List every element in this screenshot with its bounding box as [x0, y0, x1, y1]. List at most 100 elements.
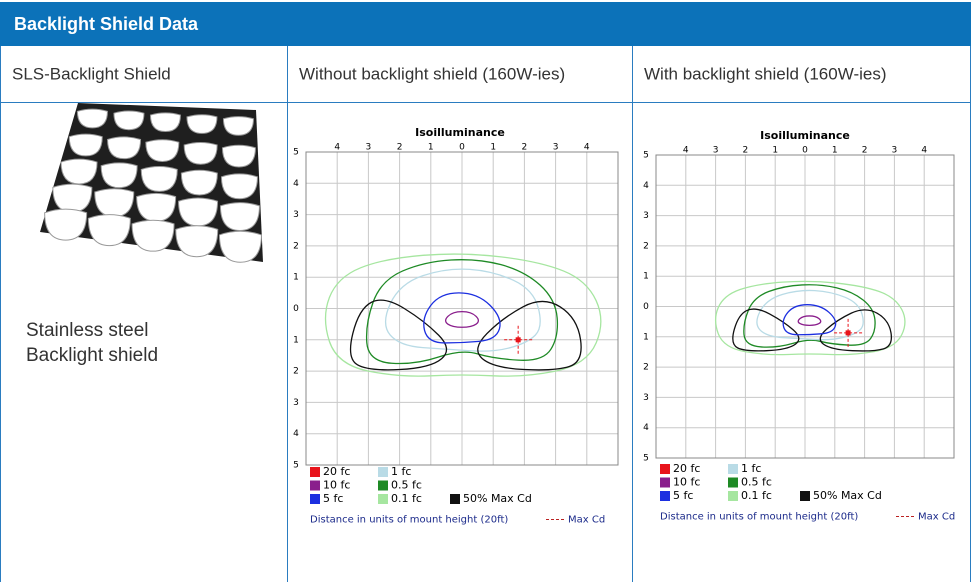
shield-hole: [87, 214, 131, 247]
max-cd-marker: [845, 330, 851, 336]
x-label: 2: [743, 146, 749, 156]
contour: [714, 280, 906, 356]
x-label: 3: [366, 143, 372, 153]
y-label: 2: [643, 241, 649, 251]
column-header: SLS-Backlight Shield: [12, 64, 171, 83]
legend-swatch: [378, 494, 388, 504]
legend-label: 50% Max Cd: [813, 489, 882, 502]
legend-label: 5 fc: [673, 489, 693, 502]
shield-hole: [131, 219, 175, 252]
x-label: 3: [892, 146, 898, 156]
legend-label: 10 fc: [673, 476, 700, 489]
y-label: 3: [293, 398, 299, 408]
x-label: 2: [397, 143, 403, 153]
x-label: 1: [428, 143, 434, 153]
contour: [444, 310, 480, 328]
x-label: 1: [832, 146, 838, 156]
y-label: 2: [643, 363, 649, 373]
y-label: 1: [293, 335, 299, 345]
y-label: 5: [643, 151, 649, 161]
header-bar: [0, 2, 971, 46]
legend-label: 1 fc: [391, 465, 411, 478]
shield-hole: [219, 202, 260, 231]
shield-hole: [221, 144, 256, 168]
contour: [797, 315, 822, 326]
legend-label: 20 fc: [673, 462, 700, 475]
legend-swatch: [728, 477, 738, 488]
y-label: 3: [293, 210, 299, 220]
header-title: Backlight Shield Data: [14, 14, 199, 34]
shield-hole: [44, 208, 88, 241]
legend-swatch: [660, 464, 670, 474]
legend-label: 50% Max Cd: [463, 492, 532, 505]
legend-label: 0.5 fc: [741, 476, 772, 489]
plot-frame: [655, 154, 955, 459]
max-cd-label: Max Cd: [568, 515, 605, 526]
legend-swatch: [378, 480, 388, 491]
y-label: 5: [293, 461, 299, 471]
x-label: 3: [713, 146, 719, 156]
column-header: With backlight shield (160W-ies): [644, 64, 887, 83]
legend-swatch: [378, 467, 388, 477]
x-label: 2: [522, 143, 528, 153]
shield-hole: [136, 192, 177, 222]
shield-hole: [183, 141, 218, 165]
shield-hole: [100, 162, 138, 189]
contour: [477, 300, 582, 371]
y-label: 5: [643, 454, 649, 464]
contour: [743, 284, 876, 348]
x-label: 0: [459, 143, 465, 153]
contour: [782, 304, 837, 336]
y-label: 4: [643, 181, 649, 191]
max-cd-label: Max Cd: [918, 512, 955, 523]
description: Backlight shield: [26, 345, 158, 366]
shield-hole: [107, 136, 142, 160]
shield-hole: [68, 133, 103, 157]
shield-hole: [175, 225, 219, 258]
axis-note: Distance in units of mount height (20ft): [310, 515, 508, 526]
contour: [819, 309, 893, 352]
x-label: 4: [584, 143, 590, 153]
legend-swatch: [450, 494, 460, 504]
plot-title: Isoilluminance: [760, 129, 850, 142]
x-label: 3: [553, 143, 559, 153]
contour: [365, 259, 559, 365]
contour: [423, 292, 501, 344]
legend-label: 0.1 fc: [741, 489, 772, 502]
shield-image: [40, 103, 263, 263]
legend-label: 5 fc: [323, 492, 343, 505]
shield-hole: [76, 108, 108, 129]
x-label: 4: [921, 146, 927, 156]
legend-swatch: [660, 491, 670, 501]
column-header: Without backlight shield (160W-ies): [299, 64, 565, 83]
y-label: 0: [293, 304, 299, 314]
y-label: 0: [643, 302, 649, 312]
y-label: 1: [293, 273, 299, 283]
y-label: 2: [293, 241, 299, 251]
legend-label: 0.5 fc: [391, 479, 422, 492]
x-label: 4: [683, 146, 689, 156]
x-label: 1: [772, 146, 778, 156]
legend-label: 1 fc: [741, 462, 761, 475]
y-label: 1: [643, 332, 649, 342]
y-label: 4: [643, 423, 649, 433]
shield-hole: [94, 188, 135, 218]
y-label: 5: [293, 148, 299, 158]
legend-swatch: [728, 464, 738, 474]
contour: [349, 299, 448, 371]
y-label: 3: [643, 393, 649, 403]
legend-swatch: [310, 480, 320, 491]
x-label: 0: [802, 146, 808, 156]
y-label: 4: [293, 429, 299, 439]
legend-swatch: [310, 494, 320, 504]
shield-hole: [186, 114, 218, 134]
legend-swatch: [310, 467, 320, 477]
legend-swatch: [800, 491, 810, 501]
max-cd-marker: [515, 337, 521, 343]
contour: [324, 253, 602, 377]
shield-hole: [52, 183, 93, 213]
